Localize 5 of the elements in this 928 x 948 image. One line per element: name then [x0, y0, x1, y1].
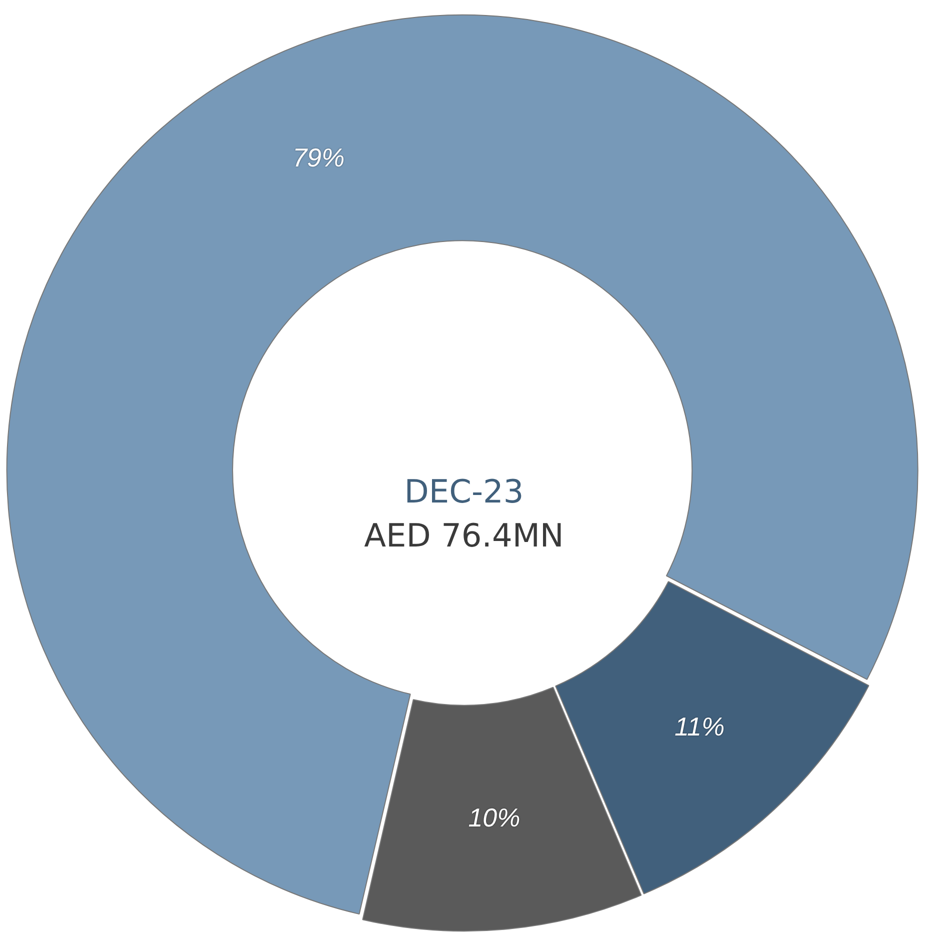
data-label: 10% — [468, 802, 520, 833]
data-label: 11% — [674, 712, 725, 742]
data-label: 79% — [292, 142, 345, 173]
text: AED 76.4MN — [364, 516, 564, 554]
text: DEC-23 — [404, 472, 524, 510]
